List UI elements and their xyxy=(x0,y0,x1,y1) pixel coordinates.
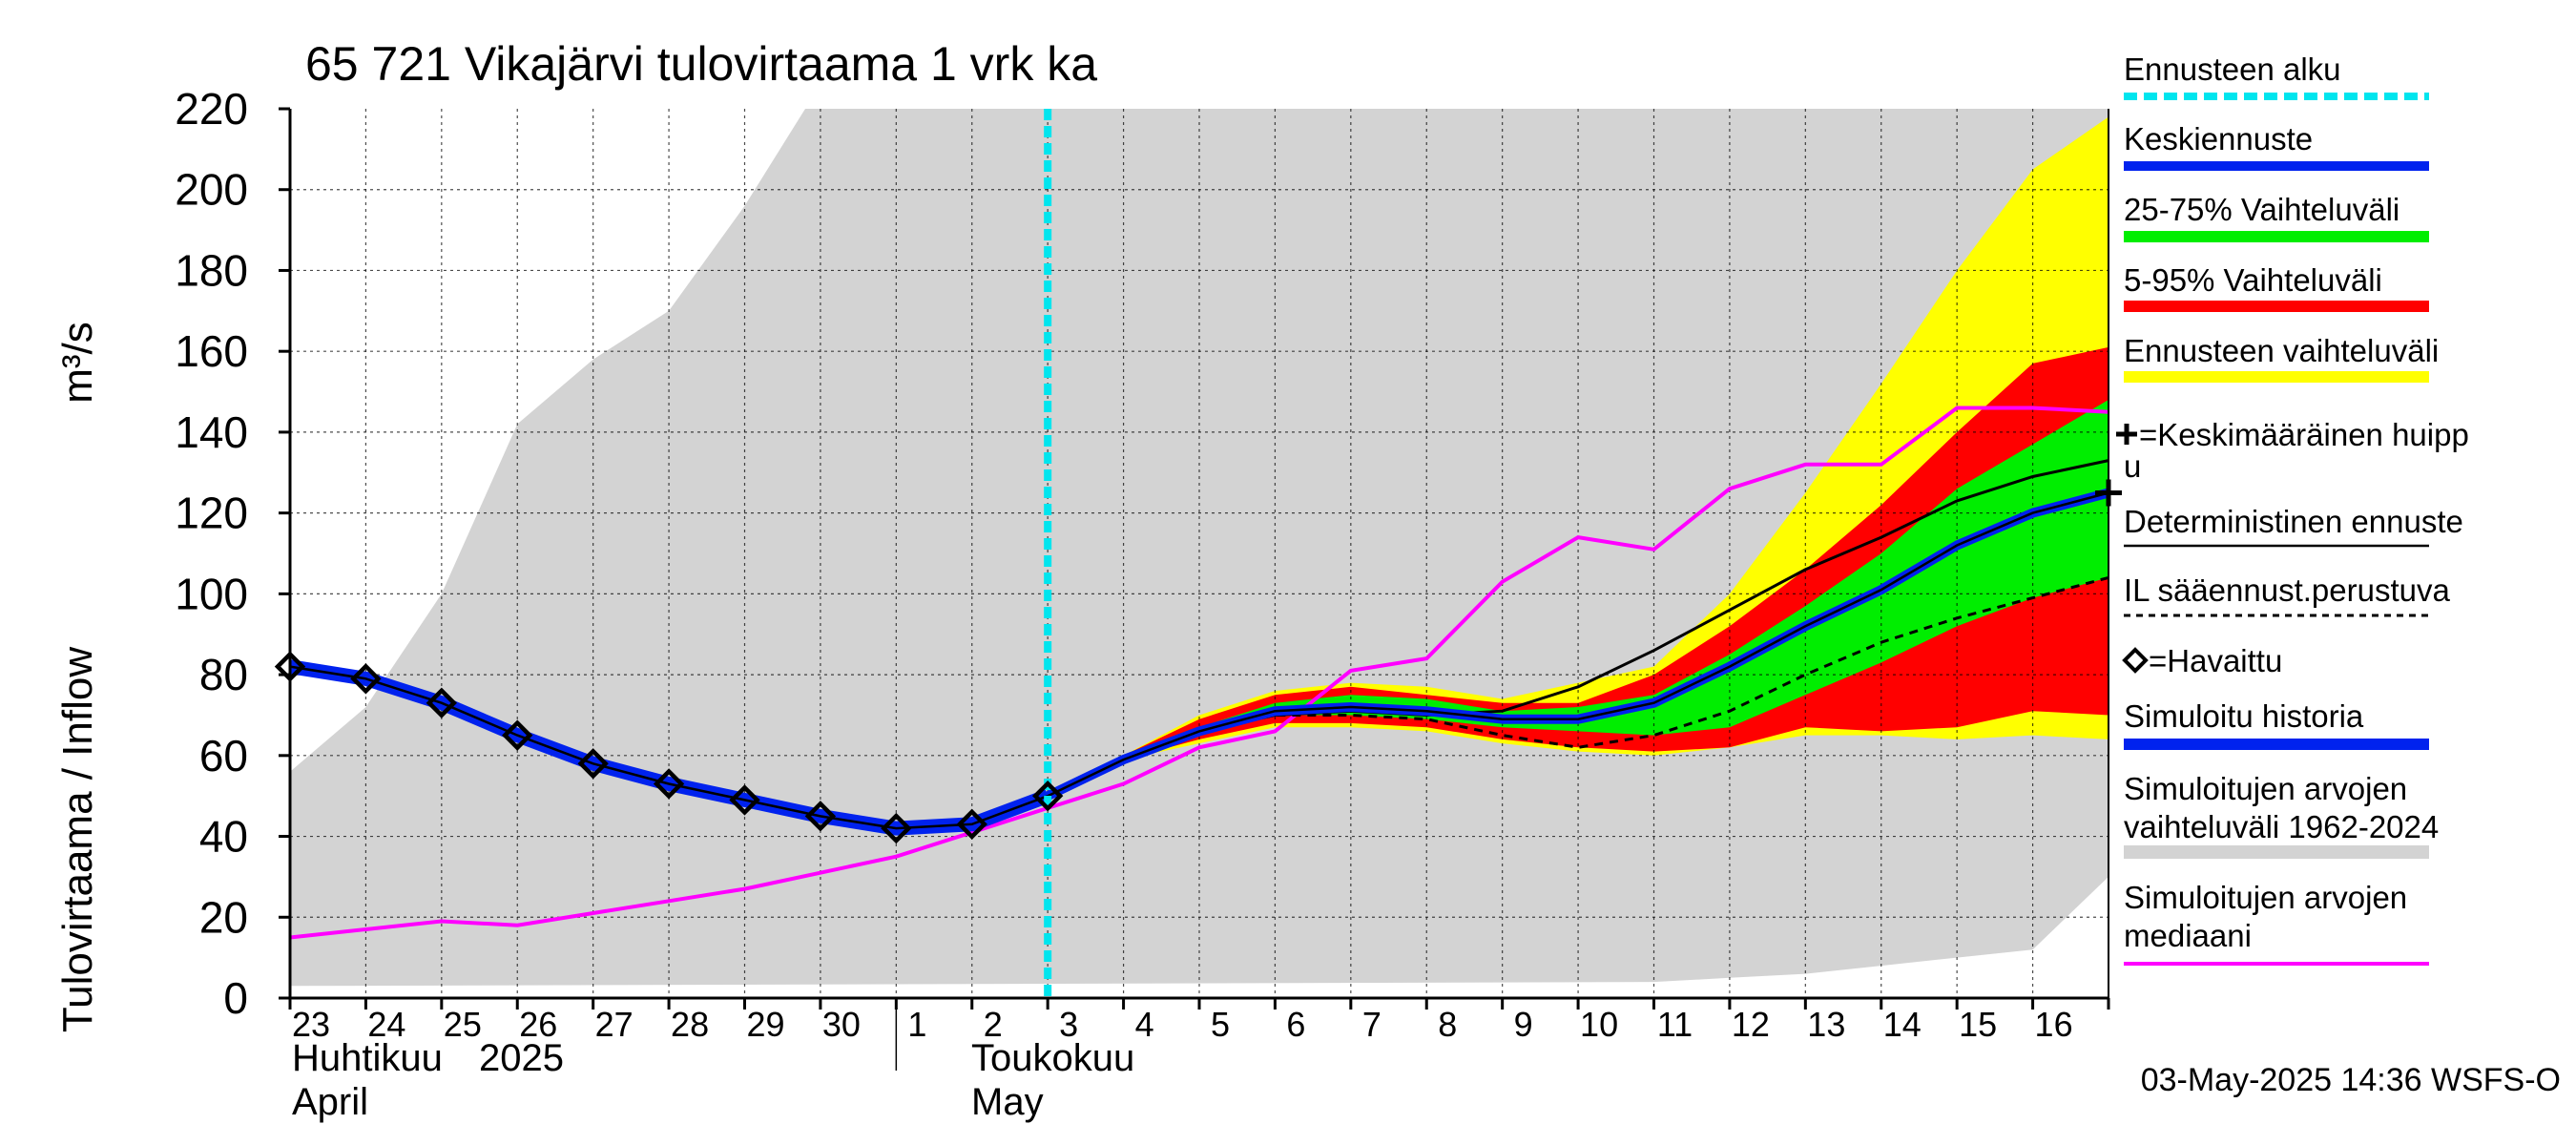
x-tick-label: 1 xyxy=(907,1005,926,1044)
legend-label: Simuloitu historia xyxy=(2124,698,2364,734)
month-label-may-en: May xyxy=(971,1081,1044,1123)
legend-swatch xyxy=(2124,301,2429,312)
observed-point xyxy=(577,748,609,780)
x-tick-label: 11 xyxy=(1657,1005,1693,1044)
y-axis-label: Tulovirtaama / Inflow xyxy=(54,647,101,1033)
y-tick-label: 120 xyxy=(175,489,248,538)
x-tick-label: 24 xyxy=(367,1005,405,1044)
observed-point xyxy=(956,808,987,841)
x-tick-label: 5 xyxy=(1211,1005,1230,1044)
history-center-line xyxy=(289,665,1049,830)
x-tick-label: 27 xyxy=(595,1005,634,1044)
legend-plus-marker xyxy=(2116,424,2137,445)
x-tick-label: 6 xyxy=(1286,1005,1305,1044)
month-label-may-fi: Toukokuu xyxy=(971,1037,1134,1079)
legend-label: mediaani xyxy=(2124,918,2252,953)
y-tick-label: 20 xyxy=(199,892,248,942)
legend-label: Simuloitujen arvojen xyxy=(2124,880,2407,915)
legend-label: =Havaittu xyxy=(2149,643,2282,678)
legend-label: =Keskimääräinen huipp xyxy=(2139,417,2469,452)
legend-swatch xyxy=(2124,845,2429,859)
grid-layer xyxy=(290,109,2109,998)
markers-layer xyxy=(274,479,2122,844)
y-axis-unit: m³/s xyxy=(54,322,101,404)
x-tick-label: 30 xyxy=(822,1005,861,1044)
legend-label: Deterministinen ennuste xyxy=(2124,504,2463,539)
x-tick-label: 29 xyxy=(746,1005,784,1044)
chart-title: 65 721 Vikajärvi tulovirtaama 1 vrk ka xyxy=(305,37,1097,91)
month-label-april-fi: Huhtikuu xyxy=(292,1037,443,1079)
x-tick-label: 14 xyxy=(1883,1005,1922,1044)
y-tick-label: 220 xyxy=(175,84,248,134)
observed-point xyxy=(881,812,912,844)
legend-label: Simuloitujen arvojen xyxy=(2124,771,2407,806)
y-tick-label: 160 xyxy=(175,326,248,376)
x-tick-label: 3 xyxy=(1059,1005,1078,1044)
legend-label: Ennusteen alku xyxy=(2124,52,2341,87)
y-tick-label: 100 xyxy=(175,569,248,618)
x-tick-label: 25 xyxy=(444,1005,482,1044)
month-label-year: 2025 xyxy=(479,1037,564,1079)
median-line xyxy=(289,406,2109,940)
legend-label: vaihteluväli 1962-2024 xyxy=(2124,809,2439,844)
sim-range-band xyxy=(290,109,2109,987)
legend-label: u xyxy=(2124,448,2141,484)
y-tick-label: 40 xyxy=(199,812,248,862)
x-tick-label: 13 xyxy=(1807,1005,1845,1044)
x-tick-label: 26 xyxy=(519,1005,557,1044)
x-tick-label: 9 xyxy=(1514,1005,1533,1044)
month-label-april-en: April xyxy=(292,1081,368,1123)
x-tick-label: 28 xyxy=(671,1005,709,1044)
x-tick-label: 2 xyxy=(984,1005,1003,1044)
y-tick-label: 0 xyxy=(223,973,248,1023)
observed-point xyxy=(502,719,533,751)
y-tick-label: 180 xyxy=(175,245,248,295)
x-tick-label: 7 xyxy=(1362,1005,1381,1044)
legend: Ennusteen alku Keskiennuste 25-75% Vaihtel… xyxy=(2116,52,2469,966)
y-tick-label: 200 xyxy=(175,165,248,215)
p5-95-band xyxy=(1048,346,2109,797)
legend-label: IL sääennust.perustuva xyxy=(2124,572,2450,608)
x-tick-label: 10 xyxy=(1580,1005,1618,1044)
x-tick-label: 16 xyxy=(2035,1005,2073,1044)
legend-diamond-marker xyxy=(2122,647,2149,674)
x-tick-label: 4 xyxy=(1135,1005,1154,1044)
legend-swatch xyxy=(2124,231,2429,242)
observed-point xyxy=(426,687,458,718)
x-tick-label: 23 xyxy=(292,1005,330,1044)
y-tick-label: 80 xyxy=(199,650,248,699)
timestamp: 03-May-2025 14:36 WSFS-O xyxy=(2141,1062,2561,1098)
legend-label: 5-95% Vaihteluväli xyxy=(2124,262,2382,298)
mean-forecast-center-line xyxy=(1047,491,2109,798)
x-tick-label: 15 xyxy=(1959,1005,1997,1044)
x-tick-label: 12 xyxy=(1732,1005,1770,1044)
x-tick-label: 8 xyxy=(1438,1005,1457,1044)
legend-swatch xyxy=(2124,371,2429,383)
observed-point xyxy=(804,801,837,832)
observed-point xyxy=(350,663,382,695)
legend-label: Keskiennuste xyxy=(2124,121,2313,156)
observed-point xyxy=(729,784,760,816)
observed-point xyxy=(1031,780,1064,812)
legend-label: Ennusteen vaihteluväli xyxy=(2124,333,2439,368)
y-tick-label: 140 xyxy=(175,407,248,457)
legend-label: 25-75% Vaihteluväli xyxy=(2124,192,2399,227)
y-tick-label: 60 xyxy=(199,731,248,781)
observed-point xyxy=(653,768,685,800)
lines-layer xyxy=(288,109,2110,998)
